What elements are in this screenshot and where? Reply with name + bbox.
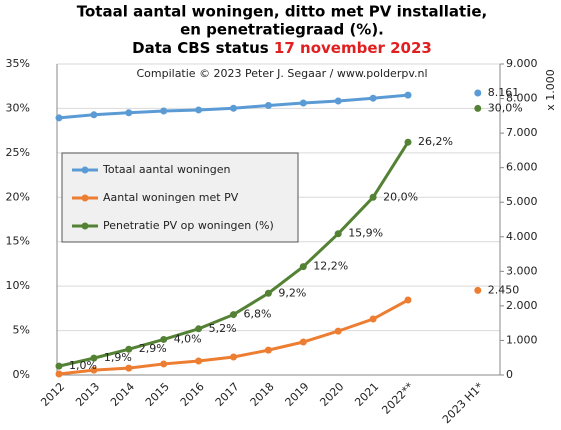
y-tick-label: 25%: [6, 146, 30, 159]
data-point: [264, 101, 272, 109]
y-tick-label: 20%: [6, 190, 30, 203]
data-point: [264, 346, 272, 354]
title-status: Data CBS status: [132, 39, 269, 57]
data-point: [404, 296, 412, 304]
data-label: 5,2%: [209, 322, 237, 335]
chart-title: Totaal aantal woningen, ditto met PV ins…: [77, 3, 487, 21]
legend-box: [61, 152, 299, 243]
data-point: [55, 362, 63, 370]
x-tick-label: 2014: [108, 380, 137, 409]
data-point: [264, 289, 272, 297]
y2-tick-label: 0: [506, 368, 513, 381]
data-label: 15,9%: [348, 227, 383, 240]
subtitle: Compilatie © 2023 Peter J. Segaar / www.…: [136, 67, 427, 80]
data-point: [334, 327, 342, 335]
data-point: [195, 325, 203, 333]
legend-label: Aantal woningen met PV: [103, 191, 239, 204]
y2-axis-label: x 1.000: [544, 69, 557, 111]
y2-tick-label: 6.000: [506, 161, 538, 174]
y2-tick-label: 4.000: [506, 230, 538, 243]
y-tick-label: 5%: [13, 324, 30, 337]
legend-marker: [81, 166, 89, 174]
data-point: [195, 106, 203, 114]
y-tick-label: 35%: [6, 57, 30, 70]
y-tick-label: 15%: [6, 235, 30, 248]
data-point: [230, 311, 237, 319]
data-point: [230, 104, 237, 112]
data-point: [474, 286, 482, 294]
data-point: [160, 360, 168, 368]
data-point: [404, 91, 412, 99]
x-tick-label: 2016: [178, 380, 207, 409]
y-tick-label: 10%: [6, 279, 30, 292]
data-point: [125, 345, 133, 353]
x-tick-label: 2017: [213, 380, 242, 409]
chart-title: Data CBS status 17 november 2023: [132, 39, 432, 57]
data-point: [125, 109, 133, 117]
x-tick-label: 2018: [248, 380, 277, 409]
x-tick-label: 2022**: [379, 380, 416, 417]
data-point: [369, 94, 377, 102]
y-tick-label: 30%: [6, 101, 30, 114]
data-label: 1,0%: [69, 359, 97, 372]
legend-label: Penetratie PV op woningen (%): [103, 219, 274, 232]
data-point: [125, 364, 133, 372]
y2-tick-label: 8.000: [506, 92, 538, 105]
x-tick-label: 2015: [143, 380, 172, 409]
chart-title: en penetratiegraad (%).: [180, 21, 384, 39]
data-point: [90, 366, 98, 374]
data-point: [90, 354, 98, 362]
data-label: 1,9%: [104, 351, 132, 364]
data-label: 9,2%: [278, 286, 306, 299]
data-label: 20,0%: [383, 190, 418, 203]
data-point: [334, 230, 342, 238]
data-point: [230, 353, 237, 361]
data-point: [334, 97, 342, 105]
y2-tick-label: 5.000: [506, 195, 538, 208]
y2-tick-label: 1.000: [506, 333, 538, 346]
data-point: [369, 193, 377, 201]
x-tick-label: 2012: [38, 380, 67, 409]
data-point: [160, 335, 168, 343]
x-tick-label: 2020: [317, 380, 346, 409]
data-point: [369, 315, 377, 323]
legend-marker: [81, 222, 89, 230]
data-label: 30,0%: [488, 101, 523, 114]
y2-tick-label: 2.000: [506, 299, 538, 312]
data-label: 2,9%: [139, 342, 167, 355]
x-tick-label: 2021: [352, 380, 381, 409]
data-point: [195, 357, 203, 365]
data-point: [299, 263, 307, 271]
data-label: 6,8%: [244, 308, 272, 321]
legend-label: Totaal aantal woningen: [102, 163, 230, 176]
data-label: 2.450: [488, 283, 520, 296]
y-tick-label: 0%: [13, 368, 30, 381]
data-point: [299, 338, 307, 346]
x-tick-label: 2023 H1*: [440, 380, 486, 426]
data-point: [474, 89, 482, 97]
data-label: 4,0%: [174, 332, 202, 345]
data-point: [404, 138, 412, 146]
data-label: 26,2%: [418, 135, 453, 148]
data-label: 8.161: [488, 86, 520, 99]
data-point: [160, 107, 168, 115]
data-point: [474, 104, 482, 112]
x-tick-label: 2013: [73, 380, 102, 409]
y2-tick-label: 7.000: [506, 126, 538, 139]
data-point: [55, 114, 63, 122]
title-date: 17 november 2023: [274, 39, 432, 57]
x-tick-label: 2019: [283, 380, 312, 409]
legend-marker: [81, 194, 89, 202]
data-point: [299, 99, 307, 107]
y2-tick-label: 3.000: [506, 264, 538, 277]
y2-tick-label: 9.000: [506, 57, 538, 70]
data-label: 12,2%: [313, 260, 348, 273]
data-point: [90, 111, 98, 119]
data-point: [55, 370, 63, 378]
